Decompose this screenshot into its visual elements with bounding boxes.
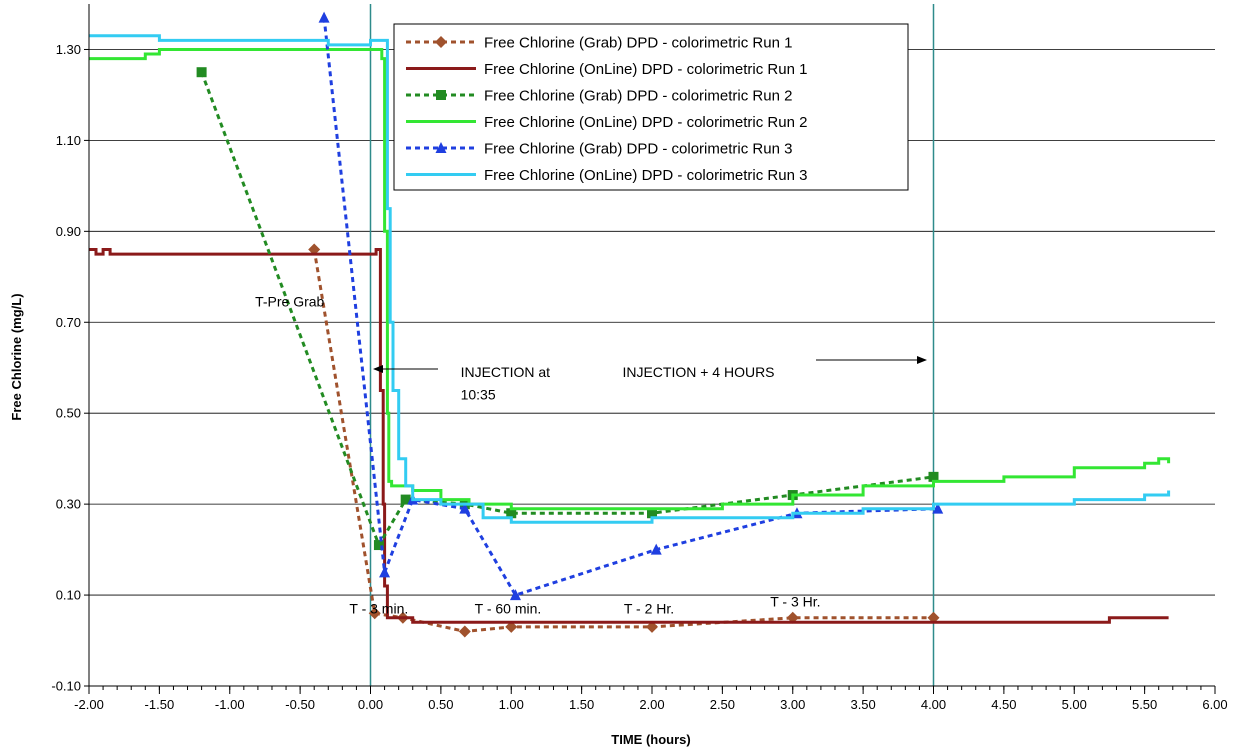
legend-item: Free Chlorine (Grab) DPD - colorimetric … <box>406 88 792 105</box>
series-line <box>200 71 934 549</box>
series-line <box>89 34 1171 524</box>
legend-label: Free Chlorine (Grab) DPD - colorimetric … <box>484 88 792 105</box>
legend-box <box>393 23 909 191</box>
legend-marker <box>436 90 446 100</box>
legend-label: Free Chlorine (Grab) DPD - colorimetric … <box>484 141 792 158</box>
x-tick-label: -0.50 <box>285 697 315 712</box>
series-1 <box>308 243 940 638</box>
data-point <box>400 494 411 505</box>
legend: Free Chlorine (Grab) DPD - colorimetric … <box>393 23 909 191</box>
annotation-label: T - 3 Hr. <box>770 593 820 609</box>
series-layer <box>89 11 1171 638</box>
annotation-label: INJECTION + 4 HOURS <box>622 364 774 380</box>
legend-marker <box>435 36 447 48</box>
annotation-label: 10:35 <box>461 387 496 403</box>
data-point <box>373 540 384 551</box>
y-tick-label: 0.50 <box>56 406 81 421</box>
y-tick-label: -0.10 <box>51 679 81 694</box>
x-tick-label: 0.50 <box>428 697 453 712</box>
legend-label: Free Chlorine (Grab) DPD - colorimetric … <box>484 35 792 52</box>
annotation-label: T - 60 min. <box>475 600 542 616</box>
series-line <box>322 17 938 597</box>
x-tick-label: 6.00 <box>1202 697 1227 712</box>
data-point <box>308 243 321 256</box>
data-point <box>932 502 944 514</box>
axes: -0.10 0.10 0.30 0.50 0.70 0.90 1.10 1.30 -2.00 -1… <box>51 4 1228 712</box>
data-point <box>368 607 381 620</box>
data-point <box>647 508 657 519</box>
data-point <box>196 67 207 78</box>
series-line <box>89 248 1169 624</box>
data-point <box>509 589 521 601</box>
x-tick-label: 3.00 <box>780 697 805 712</box>
legend-item: Free Chlorine (OnLine) DPD - colorimetri… <box>406 167 807 184</box>
x-tick-label: 4.50 <box>991 697 1016 712</box>
y-tick-label: 1.10 <box>56 133 81 148</box>
series-line <box>312 249 934 633</box>
x-tick-label: 3.50 <box>850 697 875 712</box>
data-point <box>379 566 391 578</box>
annotation-label: T - 3 min. <box>349 600 408 616</box>
reference-lines <box>369 4 935 686</box>
annotation-label: T - 2 Hr. <box>624 600 674 616</box>
legend-label: Free Chlorine (OnLine) DPD - colorimetri… <box>484 61 807 78</box>
x-tick-label: -1.00 <box>215 697 245 712</box>
x-tick-label: -2.00 <box>74 697 104 712</box>
series-4 <box>89 48 1171 511</box>
legend-item: Free Chlorine (OnLine) DPD - colorimetri… <box>406 61 807 78</box>
y-tick-label: 1.30 <box>56 42 81 57</box>
legend-label: Free Chlorine (OnLine) DPD - colorimetri… <box>484 167 807 184</box>
y-tick-label: 0.70 <box>56 315 81 330</box>
x-tick-label: 5.50 <box>1132 697 1157 712</box>
data-point <box>506 508 517 519</box>
series-2 <box>89 248 1169 624</box>
legend-item: Free Chlorine (Grab) DPD - colorimetric … <box>406 141 792 158</box>
annotations: T-Pre Grab INJECTION at 10:35 INJECTION + 4… <box>255 293 927 616</box>
series-6 <box>89 34 1171 524</box>
data-point <box>459 502 471 514</box>
legend-item: Free Chlorine (Grab) DPD - colorimetric … <box>406 35 792 52</box>
x-tick-label: 2.00 <box>639 697 664 712</box>
y-tick-label: 0.30 <box>56 497 81 512</box>
x-tick-label: -1.50 <box>145 697 175 712</box>
annotation-label: INJECTION at <box>461 364 551 380</box>
data-point <box>458 625 471 638</box>
data-point <box>318 11 330 23</box>
data-point <box>646 620 658 633</box>
x-tick-label: 1.00 <box>499 697 524 712</box>
legend-marker <box>435 142 447 153</box>
data-point <box>650 543 662 555</box>
legend-item: Free Chlorine (OnLine) DPD - colorimetri… <box>406 114 807 131</box>
x-tick-label: 0.00 <box>358 697 383 712</box>
legend-label: Free Chlorine (OnLine) DPD - colorimetri… <box>484 114 807 131</box>
y-tick-label: 0.10 <box>56 588 81 603</box>
y-axis-title: Free Chlorine (mg/L) <box>9 293 24 420</box>
annotation-label: T-Pre Grab <box>255 293 324 309</box>
x-tick-label: 2.50 <box>710 697 735 712</box>
x-tick-label: 4.00 <box>921 697 946 712</box>
x-axis-title: TIME (hours) <box>611 732 690 747</box>
data-point <box>505 620 518 633</box>
gridlines <box>89 49 1215 687</box>
x-tick-label: 1.50 <box>569 697 594 712</box>
x-tick-label: 5.00 <box>1062 697 1087 712</box>
y-tick-label: 0.90 <box>56 224 81 239</box>
series-line <box>89 48 1171 511</box>
data-point <box>928 471 939 482</box>
